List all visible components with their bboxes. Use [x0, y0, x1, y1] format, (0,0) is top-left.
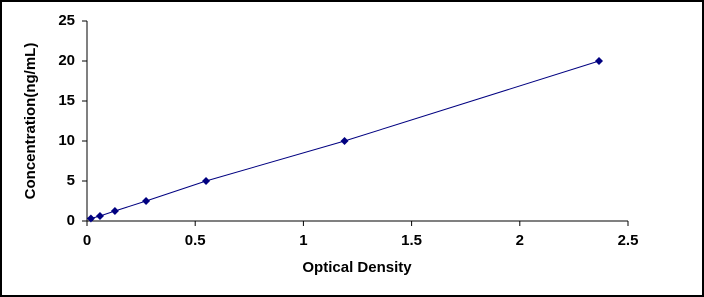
x-tick-label: 0.5	[185, 232, 206, 249]
data-point	[595, 57, 604, 65]
y-tick-label: 10	[58, 132, 75, 149]
y-tick-label: 15	[58, 92, 75, 109]
x-tick-label: 1.5	[401, 232, 422, 249]
x-tick-label: 1	[299, 232, 307, 249]
x-axis-label: Optical Density	[302, 259, 412, 276]
data-point	[142, 197, 151, 205]
y-tick-label: 0	[67, 212, 75, 229]
data-point	[202, 177, 211, 185]
y-tick-label: 25	[58, 12, 75, 29]
y-axis-label: Concentration(ng/mL)	[22, 43, 39, 200]
x-tick-label: 0	[83, 232, 91, 249]
y-tick-label: 5	[67, 172, 75, 189]
y-tick-label: 20	[58, 52, 75, 69]
data-point	[95, 212, 104, 220]
data-point	[86, 214, 95, 223]
data-point	[110, 207, 119, 215]
data-point	[340, 137, 349, 145]
x-tick-label: 2	[516, 232, 524, 249]
x-tick-label: 2.5	[618, 232, 639, 249]
